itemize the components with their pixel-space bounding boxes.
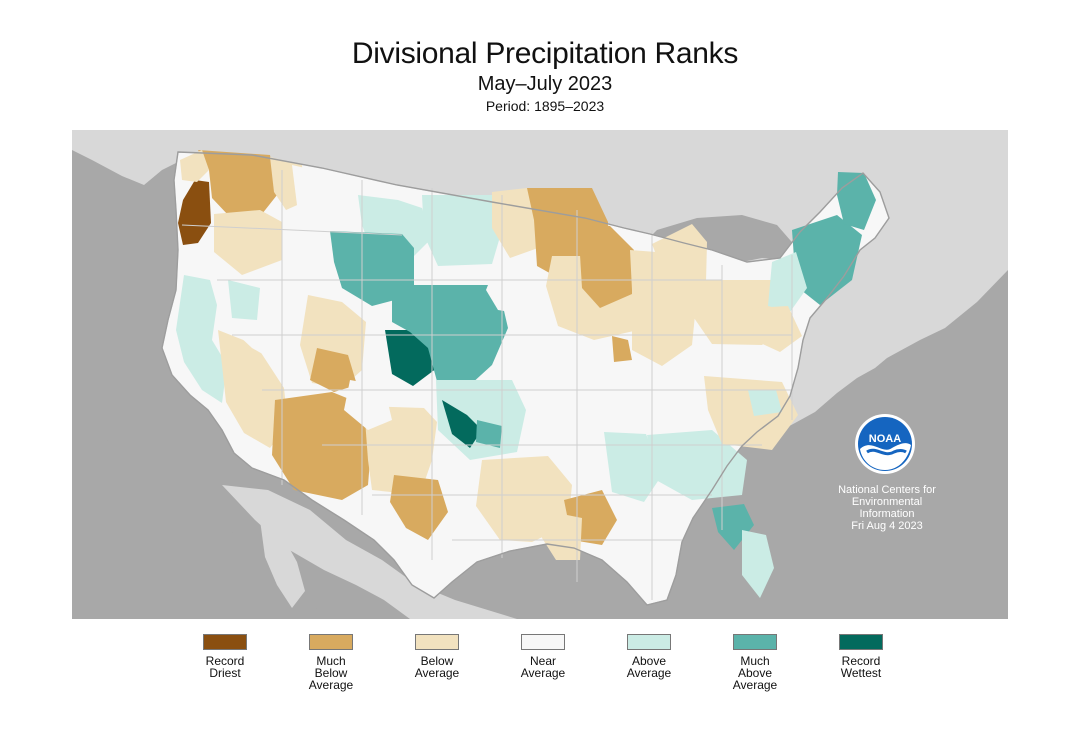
credit-date: Fri Aug 4 2023 — [851, 520, 923, 532]
much-above-oklahoma — [476, 420, 502, 448]
legend-item-record-wettest: Record Wettest — [806, 634, 916, 679]
much-below-utah-south — [310, 348, 357, 392]
legend-swatch-record-driest — [203, 634, 247, 650]
below-oregon-interior — [214, 210, 282, 275]
legend-label-much-below-average: Much Below Average — [308, 654, 354, 692]
above-texas-panhandle — [436, 380, 526, 460]
legend-swatch-record-wettest — [839, 634, 883, 650]
above-virginia — [748, 390, 782, 416]
legend-swatch-above-average — [627, 634, 671, 650]
legend-swatch-much-below-average — [309, 634, 353, 650]
legend-item-below-average: Below Average — [382, 634, 492, 679]
above-northern-california — [176, 275, 227, 403]
much-below-arizona — [272, 392, 372, 500]
much-below-illinois-south — [612, 336, 632, 362]
us-outline — [161, 151, 890, 606]
near-new-mexico-north — [344, 380, 392, 430]
credit-line-3: Information — [859, 508, 915, 520]
credit-line-1: National Centers for — [838, 484, 936, 496]
much-below-west-texas — [390, 475, 448, 540]
ncei-credit: National Centers for Environmental Infor… — [812, 484, 962, 532]
legend-label-near-average: Near Average — [520, 654, 566, 680]
division-lines — [181, 170, 793, 600]
mexico-land — [222, 485, 517, 619]
noaa-logo-icon: NOAA — [855, 414, 915, 474]
record-driest-oregon-coast — [178, 180, 211, 245]
legend-item-much-below-average: Much Below Average — [276, 634, 386, 691]
above-nevada-north — [228, 280, 260, 320]
record-wettest-oklahoma-panhandle — [442, 400, 482, 448]
above-mississippi — [604, 432, 662, 502]
legend-item-record-driest: Record Driest — [170, 634, 280, 679]
much-below-wisconsin — [578, 222, 634, 308]
below-southern-california — [218, 330, 288, 448]
noaa-logo-bird-line — [866, 448, 907, 456]
much-above-new-england — [792, 215, 862, 305]
below-mid-atlantic — [752, 306, 802, 352]
legend-swatch-below-average — [415, 634, 459, 650]
legend-item-much-above-average: Much Above Average — [700, 634, 810, 691]
credit-line-2: Environmental — [851, 496, 923, 508]
map-title: Divisional Precipitation Ranks — [351, 37, 739, 70]
legend-swatch-much-above-average — [733, 634, 777, 650]
map-subtitle: May–July 2023 — [477, 73, 613, 95]
precipitation-map — [72, 130, 1008, 619]
below-washington-coast — [180, 150, 209, 182]
above-south-florida — [742, 530, 774, 598]
above-dakotas — [422, 195, 502, 266]
near-nebraska-east — [486, 260, 542, 314]
below-michigan — [652, 224, 707, 288]
above-new-york — [768, 252, 807, 312]
much-above-maine — [837, 172, 876, 230]
below-new-mexico — [364, 406, 437, 495]
pacific-mexico-water — [72, 430, 327, 619]
period-label: Period: 1895–2023 — [485, 98, 605, 114]
baja-land — [260, 520, 305, 608]
legend-label-below-average: Below Average — [414, 654, 460, 680]
legend-swatch-near-average — [521, 634, 565, 650]
map-svg — [72, 130, 1008, 619]
map-title-block: Divisional Precipitation Ranks May–July … — [0, 36, 1090, 116]
below-north-dakota-east — [492, 188, 542, 258]
much-below-washington — [198, 150, 277, 216]
legend: Record Driest Much Below Average Below A… — [170, 634, 920, 714]
legend-item-near-average: Near Average — [488, 634, 598, 679]
legend-label-above-average: Above Average — [626, 654, 672, 680]
legend-label-record-driest: Record Driest — [205, 654, 245, 680]
legend-label-record-wettest: Record Wettest — [840, 654, 882, 680]
noaa-logo-text: NOAA — [869, 433, 901, 445]
legend-label-much-above-average: Much Above Average — [732, 654, 778, 692]
legend-item-above-average: Above Average — [594, 634, 704, 679]
